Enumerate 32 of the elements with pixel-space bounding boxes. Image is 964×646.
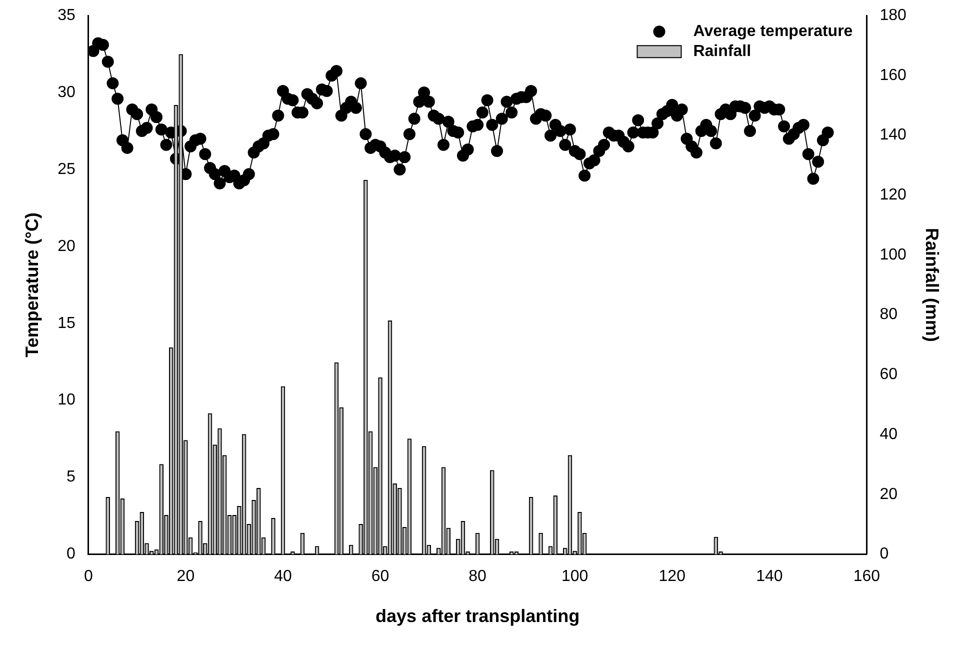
x-tick-label: 100 — [561, 568, 588, 586]
x-tick-label: 40 — [274, 568, 292, 586]
x-tick-label: 60 — [371, 568, 390, 586]
y-axis-title: Temperature (°C) — [22, 212, 42, 358]
x-tick-label: 120 — [658, 568, 686, 586]
y-tick-label: 5 — [66, 468, 76, 486]
y2-tick-label: 20 — [880, 486, 898, 503]
y2-tick-label: 0 — [880, 546, 889, 563]
x-tick-label: 0 — [84, 568, 93, 586]
y-tick-label: 20 — [58, 238, 76, 255]
x-tick-label: 20 — [176, 568, 195, 586]
x-tick-label: 160 — [853, 568, 880, 586]
y2-tick-label: 100 — [880, 246, 906, 264]
y2-axis-title: Rainfall (mm) — [922, 228, 942, 342]
y2-tick-label: 40 — [880, 426, 898, 443]
y-tick-label: 25 — [58, 160, 76, 178]
x-axis-title: days after transplanting — [376, 606, 580, 626]
y2-tick-label: 120 — [880, 186, 906, 204]
y-tick-label: 35 — [58, 7, 76, 24]
y-tick-label: 30 — [58, 84, 76, 101]
y2-tick-label: 180 — [880, 7, 906, 24]
y-tick-label: 0 — [66, 546, 76, 563]
legend-label: Average temperature — [693, 23, 853, 40]
y2-tick-label: 60 — [880, 366, 898, 384]
y-tick-label: 15 — [58, 314, 76, 332]
y2-tick-label: 160 — [880, 66, 906, 84]
y2-tick-label: 80 — [880, 306, 898, 324]
legend-label: Rainfall — [693, 43, 752, 60]
x-tick-label: 80 — [468, 568, 487, 586]
y2-tick-label: 140 — [880, 126, 906, 144]
y-tick-label: 10 — [58, 392, 76, 409]
x-tick-label: 140 — [756, 568, 783, 586]
